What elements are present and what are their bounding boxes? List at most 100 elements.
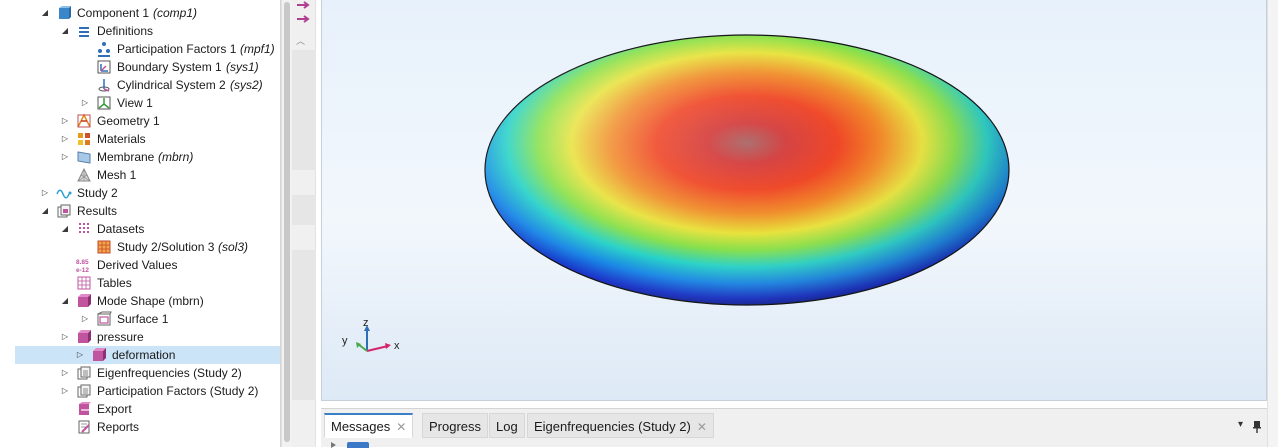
datasets-icon bbox=[76, 221, 92, 237]
tree-item-label: Mode Shape (mbrn) bbox=[97, 294, 204, 308]
tree-item[interactable]: ◢ Definitions bbox=[0, 22, 280, 40]
collapse-toggle-icon[interactable]: ◢ bbox=[61, 26, 69, 35]
chevron-down-icon[interactable]: ▾ bbox=[1238, 419, 1244, 430]
chevron-up-icon[interactable]: ︿ bbox=[296, 36, 306, 46]
tree-item-label: Tables bbox=[97, 276, 132, 290]
tree-item[interactable]: Participation Factors 1 (mpf1) bbox=[0, 40, 280, 58]
x-axis-label: x bbox=[394, 340, 400, 352]
toolbar-panel bbox=[292, 250, 316, 400]
tab-messages[interactable]: Messages ✕ bbox=[324, 413, 414, 438]
tree-item[interactable]: Cylindrical System 2 (sys2) bbox=[0, 76, 280, 94]
collapse-toggle-icon[interactable]: ◢ bbox=[61, 296, 69, 305]
tree-item[interactable]: ◢ Datasets bbox=[0, 220, 280, 238]
tree-item[interactable]: ▷ Surface 1 bbox=[0, 310, 280, 328]
plot-group-icon bbox=[76, 329, 92, 345]
derived-values-icon: 8.85 e-12 bbox=[76, 257, 92, 274]
collapse-toggle-icon[interactable]: ◢ bbox=[41, 8, 49, 17]
tree-item-label: Reports bbox=[97, 420, 140, 434]
evaluation-group-icon bbox=[76, 383, 92, 399]
arrow-right-icon[interactable] bbox=[297, 13, 311, 25]
membrane-shading bbox=[485, 35, 1009, 305]
expand-toggle-icon[interactable]: ▷ bbox=[81, 98, 89, 107]
collapse-toggle-icon[interactable]: ◢ bbox=[61, 224, 69, 233]
arrow-right-icon[interactable] bbox=[297, 0, 311, 12]
materials-icon bbox=[76, 131, 92, 147]
tree-item[interactable]: ◢ Mode Shape (mbrn) bbox=[0, 292, 280, 310]
tree-item-label: Definitions bbox=[97, 24, 154, 38]
tree-scrollbar[interactable] bbox=[281, 0, 292, 447]
tree-item-label: Membrane bbox=[97, 150, 155, 164]
collapse-toggle-icon[interactable]: ◢ bbox=[41, 206, 49, 215]
svg-text:e-12: e-12 bbox=[76, 267, 89, 273]
model-builder-tree: ◢ Component 1 (comp1) ◢ Definitions Participa… bbox=[0, 0, 281, 447]
tree-item[interactable]: ▷ pressure bbox=[0, 328, 280, 346]
tab-label: Progress bbox=[429, 419, 482, 434]
tree-item-label: Results bbox=[77, 204, 118, 218]
tree-item[interactable]: ◢ Component 1 (comp1) bbox=[0, 4, 280, 22]
axis-triad: z x y bbox=[342, 317, 400, 352]
tree-item[interactable]: ◢ Results bbox=[0, 202, 280, 220]
tree-item[interactable]: Study 2/Solution 3 (sol3) bbox=[0, 238, 280, 256]
graphics-side-toolbar: ︿ bbox=[292, 0, 316, 447]
tree-item[interactable]: Export bbox=[0, 400, 280, 418]
tree-item-label: Boundary System 1 bbox=[117, 60, 222, 74]
right-edge-scrollbar[interactable] bbox=[1267, 0, 1278, 447]
mesh-icon bbox=[76, 167, 92, 183]
x-axis-arrow bbox=[366, 345, 389, 352]
tree-item-label: Study 2/Solution 3 bbox=[117, 240, 215, 254]
pin-icon[interactable] bbox=[1253, 421, 1261, 433]
expand-toggle-icon[interactable]: ▷ bbox=[76, 350, 84, 359]
tree-item-tag: (sys1) bbox=[226, 60, 259, 74]
tree-item-tag: (comp1) bbox=[153, 6, 198, 20]
participation-factors-icon bbox=[96, 41, 112, 57]
tree-item[interactable]: ▷ deformation bbox=[15, 346, 280, 364]
results-icon bbox=[56, 203, 72, 219]
tables-icon bbox=[76, 275, 92, 291]
tree-item[interactable]: ▷ Eigenfrequencies (Study 2) bbox=[0, 364, 280, 382]
tab-log[interactable]: Log bbox=[489, 413, 525, 438]
close-icon[interactable]: ✕ bbox=[696, 420, 707, 434]
svg-text:8.85: 8.85 bbox=[76, 259, 89, 266]
tree-item-label: Cylindrical System 2 bbox=[117, 78, 226, 92]
expand-toggle-icon[interactable]: ▷ bbox=[41, 188, 49, 197]
tree-item-label: Participation Factors (Study 2) bbox=[97, 384, 259, 398]
tab-progress[interactable]: Progress bbox=[422, 413, 489, 438]
reports-icon bbox=[76, 419, 92, 435]
expand-toggle-icon[interactable]: ▷ bbox=[61, 332, 69, 341]
tree-scrollbar-thumb[interactable] bbox=[284, 2, 290, 442]
tree-item[interactable]: ▷ Membrane (mbrn) bbox=[0, 148, 280, 166]
tree-item-label: Export bbox=[97, 402, 132, 416]
tree-item[interactable]: ▷ Study 2 bbox=[0, 184, 280, 202]
tab-eigenfrequencies[interactable]: Eigenfrequencies (Study 2) ✕ bbox=[527, 413, 714, 438]
tree-item[interactable]: ▷ Materials bbox=[0, 130, 280, 148]
tree-item[interactable]: 8.85 e-12 Derived Values bbox=[0, 256, 280, 274]
expand-toggle-icon[interactable]: ▷ bbox=[61, 116, 69, 125]
tree-item[interactable]: Reports bbox=[0, 418, 280, 436]
tree-item-label: deformation bbox=[112, 348, 176, 362]
tree-item[interactable]: Mesh 1 bbox=[0, 166, 280, 184]
tree-item-label: Geometry 1 bbox=[97, 114, 160, 128]
expand-toggle-icon[interactable]: ▷ bbox=[61, 152, 69, 161]
tree-item[interactable]: ▷ Geometry 1 bbox=[0, 112, 280, 130]
mode-shape-surface-plot bbox=[484, 34, 1010, 306]
tree-item-tag: (sys2) bbox=[230, 78, 263, 92]
toolbar-panel bbox=[292, 50, 316, 170]
expand-toggle-icon[interactable]: ▷ bbox=[61, 386, 69, 395]
expand-toggle-icon[interactable]: ▷ bbox=[61, 368, 69, 377]
expand-arrow-icon[interactable] bbox=[331, 442, 343, 448]
close-icon[interactable]: ✕ bbox=[396, 420, 407, 434]
tree-item-tag: (sol3) bbox=[218, 240, 249, 254]
tree-item[interactable]: Boundary System 1 (sys1) bbox=[0, 58, 280, 76]
tree-item[interactable]: ▷ View 1 bbox=[0, 94, 280, 112]
message-log-icon bbox=[347, 442, 369, 448]
graphics-window[interactable]: z x y bbox=[321, 0, 1267, 401]
tree-item[interactable]: ▷ Participation Factors (Study 2) bbox=[0, 382, 280, 400]
component-icon bbox=[56, 5, 72, 21]
tree-item[interactable]: Tables bbox=[0, 274, 280, 292]
y-axis-label: y bbox=[342, 335, 348, 347]
tree-item-label: Datasets bbox=[97, 222, 145, 236]
expand-toggle-icon[interactable]: ▷ bbox=[81, 314, 89, 323]
tree-item-label: Component 1 bbox=[77, 6, 150, 20]
tree-item-label: Study 2 bbox=[77, 186, 118, 200]
expand-toggle-icon[interactable]: ▷ bbox=[61, 134, 69, 143]
